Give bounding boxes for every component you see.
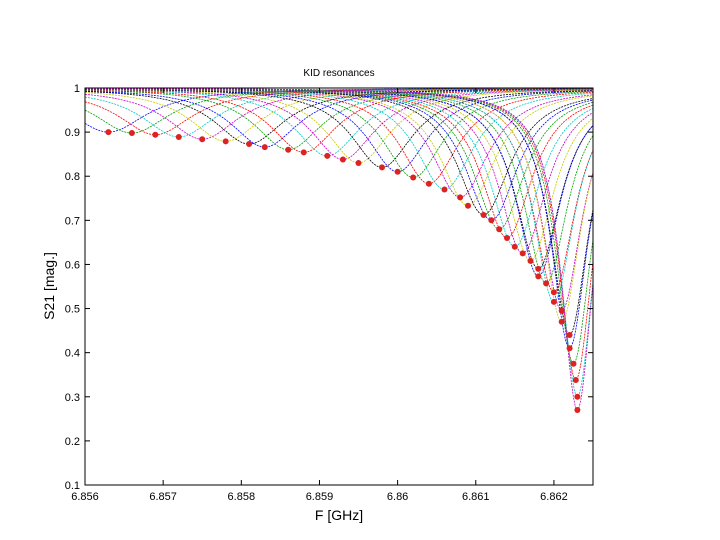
resonance-minimum-point — [355, 160, 362, 166]
resonance-curve — [85, 88, 593, 134]
y-tick-label: 0.9 — [65, 127, 80, 139]
resonance-minimum-point — [550, 289, 557, 296]
resonance-minimum-point — [574, 407, 581, 413]
resonance-minimum-point — [152, 131, 159, 138]
y-tick-label: 0.5 — [65, 304, 80, 316]
resonance-minimum-point — [410, 174, 417, 181]
y-tick-label: 0.3 — [65, 392, 80, 404]
plot-frame — [84, 87, 594, 486]
resonance-minimum-point — [128, 130, 135, 136]
resonance-curve — [85, 88, 593, 136]
resonance-minimum-point — [488, 217, 495, 224]
resonance-curve — [85, 88, 593, 381]
x-axis-ticks: 6.856 6.857 6.858 6.859 6.86 6.861 6.862 — [71, 88, 568, 503]
y-tick-label: 0.8 — [65, 171, 80, 183]
resonance-minimum-point — [535, 265, 542, 272]
resonance-minimum-point — [572, 377, 579, 383]
resonance-curve — [85, 88, 593, 151]
resonance-curve — [85, 88, 593, 140]
resonance-minimum-point — [105, 129, 112, 136]
resonance-minimum-point — [558, 307, 565, 314]
resonance-minimum-point — [222, 138, 229, 145]
y-tick-label: 1 — [74, 83, 80, 95]
resonance-minimum-point — [570, 360, 577, 367]
y-axis-label: S21 [mag.] — [41, 252, 57, 320]
resonance-curve — [85, 88, 593, 312]
resonance-curves — [85, 88, 593, 411]
resonance-minimum-point — [519, 250, 526, 257]
resonance-curve — [85, 88, 593, 185]
resonance-minimum-point — [285, 146, 292, 153]
resonance-minimum-point — [465, 202, 471, 209]
resonance-minima-markers — [105, 129, 581, 413]
resonance-curve — [85, 88, 593, 153]
y-tick-label: 0.7 — [65, 215, 80, 227]
resonance-curve — [85, 88, 593, 239]
x-tick-label: 6.857 — [149, 491, 177, 503]
resonance-minimum-point — [504, 235, 510, 241]
resonance-minimum-point — [496, 226, 503, 233]
resonance-minimum-point — [394, 168, 401, 175]
resonance-minimum-point — [480, 212, 487, 218]
x-tick-label: 6.862 — [540, 491, 568, 503]
resonance-minimum-point — [324, 152, 331, 159]
resonance-minimum-point — [566, 345, 573, 352]
resonance-minimum-point — [566, 332, 573, 338]
y-tick-label: 0.1 — [65, 480, 80, 492]
resonance-curve — [85, 88, 593, 145]
resonance-minimum-point — [558, 318, 565, 325]
resonance-curve — [85, 88, 593, 411]
resonance-minimum-point — [199, 136, 206, 143]
y-tick-label: 0.4 — [65, 348, 80, 360]
resonance-minimum-point — [246, 141, 253, 147]
resonance-curve — [85, 88, 593, 262]
resonance-curve — [85, 88, 593, 365]
resonance-minimum-point — [535, 273, 542, 280]
resonance-minimum-point — [175, 134, 182, 140]
resonance-minimum-point — [425, 180, 432, 187]
y-tick-label: 0.6 — [65, 259, 80, 271]
y-tick-label: 0.2 — [65, 436, 80, 448]
chart-title: KID resonances — [303, 68, 374, 79]
resonance-minimum-point — [511, 243, 518, 250]
resonance-minimum-point — [300, 149, 307, 156]
resonance-minimum-point — [261, 144, 268, 151]
x-tick-label: 6.856 — [71, 491, 99, 503]
resonance-minimum-point — [379, 164, 385, 171]
resonance-minimum-point — [550, 298, 557, 305]
resonance-curve — [85, 88, 593, 349]
resonance-curve — [85, 88, 593, 230]
x-tick-label: 6.86 — [387, 491, 408, 503]
resonance-curve — [85, 89, 593, 157]
x-tick-label: 6.861 — [462, 491, 490, 503]
resonance-minimum-point — [457, 194, 464, 201]
resonance-curve — [85, 88, 593, 148]
resonance-minimum-point — [527, 257, 534, 264]
resonance-curve — [85, 89, 593, 164]
resonance-minimum-point — [441, 186, 448, 193]
x-axis-label: F [GHz] — [315, 507, 363, 523]
resonance-curve — [85, 88, 593, 270]
resonance-minimum-point — [574, 393, 581, 400]
x-tick-label: 6.859 — [306, 491, 334, 503]
resonance-curve — [85, 88, 593, 293]
resonance-minimum-point — [543, 280, 550, 287]
resonance-curve — [85, 89, 593, 160]
x-tick-label: 6.858 — [228, 491, 256, 503]
resonance-minimum-point — [339, 156, 346, 163]
resonance-curve — [85, 88, 593, 398]
y-axis-ticks: 0.1 0.2 0.3 0.4 0.5 0.6 0.7 0.8 0.9 1 — [65, 83, 593, 492]
resonance-curve — [85, 88, 593, 142]
